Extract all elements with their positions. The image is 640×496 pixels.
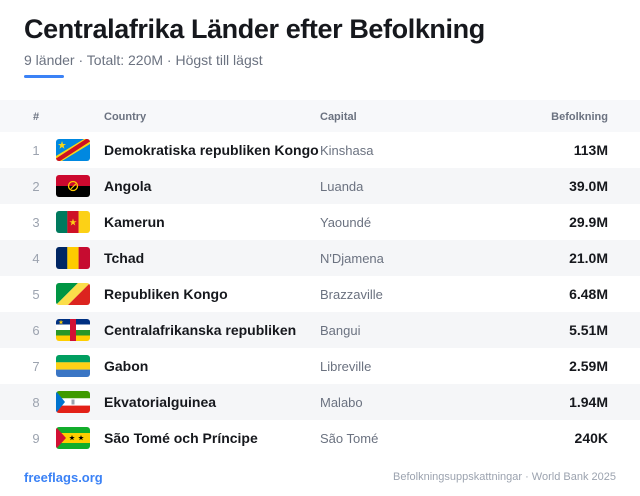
row-population: 1.94M (569, 394, 608, 410)
table-header: # Country Capital Befolkning (0, 100, 640, 132)
page-header: Centralafrika Länder efter Befolkning 9 … (24, 12, 624, 78)
cf-flag-icon (56, 319, 90, 341)
row-rank: 4 (32, 251, 40, 266)
row-population: 5.51M (569, 322, 608, 338)
cg-flag-icon (56, 283, 90, 305)
row-population: 240K (574, 430, 608, 446)
row-population: 21.0M (569, 250, 608, 266)
row-capital: Luanda (320, 179, 364, 194)
st-flag-icon (56, 427, 90, 449)
row-rank: 6 (32, 323, 40, 338)
row-rank: 5 (32, 287, 40, 302)
column-header-rank: # (32, 111, 40, 123)
page-title: Centralafrika Länder efter Befolkning (24, 14, 485, 44)
row-population: 29.9M (569, 214, 608, 230)
population-table: # Country Capital Befolkning 1 Demokrati… (0, 100, 640, 456)
title-accent-bar (24, 75, 64, 78)
table-row: 8 Ekvatorialguinea Malabo 1.94M (0, 384, 640, 420)
row-rank: 2 (32, 179, 40, 194)
footer-site-link[interactable]: freeflags.org (24, 470, 103, 485)
row-country: Ekvatorialguinea (104, 394, 217, 410)
row-country: Tchad (104, 250, 145, 266)
table-row: 5 Republiken Kongo Brazzaville 6.48M (0, 276, 640, 312)
row-rank: 7 (32, 359, 40, 374)
table-row: 3 Kamerun Yaoundé 29.9M (0, 204, 640, 240)
column-header-capital: Capital (320, 111, 357, 123)
row-population: 2.59M (569, 358, 608, 374)
table-row: 2 Angola Luanda 39.0M (0, 168, 640, 204)
row-capital: São Tomé (320, 431, 379, 446)
table-row: 7 Gabon Libreville 2.59M (0, 348, 640, 384)
ao-flag-icon (56, 175, 90, 197)
table-row: 9 São Tomé och Príncipe São Tomé 240K (0, 420, 640, 456)
row-country: Kamerun (104, 214, 165, 230)
row-country: Centralafrikanska republiken (104, 322, 297, 338)
ga-flag-icon (56, 355, 90, 377)
gq-flag-icon (56, 391, 90, 413)
footer-source: Befolkningsuppskattningar · World Bank 2… (393, 471, 616, 483)
row-rank: 9 (32, 431, 40, 446)
row-rank: 3 (32, 215, 40, 230)
td-flag-icon (56, 247, 90, 269)
row-rank: 8 (32, 395, 40, 410)
row-rank: 1 (32, 143, 40, 158)
row-population: 6.48M (569, 286, 608, 302)
row-country: Republiken Kongo (104, 286, 228, 302)
page-subtitle: 9 länder · Totalt: 220M · Högst till läg… (24, 52, 263, 68)
row-capital: Malabo (320, 395, 363, 410)
row-country: São Tomé och Príncipe (104, 430, 258, 446)
row-capital: N'Djamena (320, 251, 384, 266)
row-capital: Brazzaville (320, 287, 383, 302)
table-body: 1 Demokratiska republiken Kongo Kinshasa… (0, 132, 640, 456)
table-row: 4 Tchad N'Djamena 21.0M (0, 240, 640, 276)
row-country: Demokratiska republiken Kongo (104, 142, 319, 158)
cd-flag-icon (56, 139, 90, 161)
page-footer: freeflags.org Befolkningsuppskattningar … (24, 470, 616, 486)
row-population: 39.0M (569, 178, 608, 194)
row-country: Angola (104, 178, 152, 194)
row-country: Gabon (104, 358, 149, 374)
row-capital: Yaoundé (320, 215, 372, 230)
row-capital: Bangui (320, 323, 361, 338)
row-capital: Kinshasa (320, 143, 374, 158)
column-header-country: Country (104, 111, 147, 123)
column-header-population: Befolkning (551, 111, 608, 123)
table-row: 1 Demokratiska republiken Kongo Kinshasa… (0, 132, 640, 168)
row-population: 113M (573, 142, 608, 158)
row-capital: Libreville (320, 359, 372, 374)
table-row: 6 Centralafrikanska republiken Bangui 5.… (0, 312, 640, 348)
cm-flag-icon (56, 211, 90, 233)
